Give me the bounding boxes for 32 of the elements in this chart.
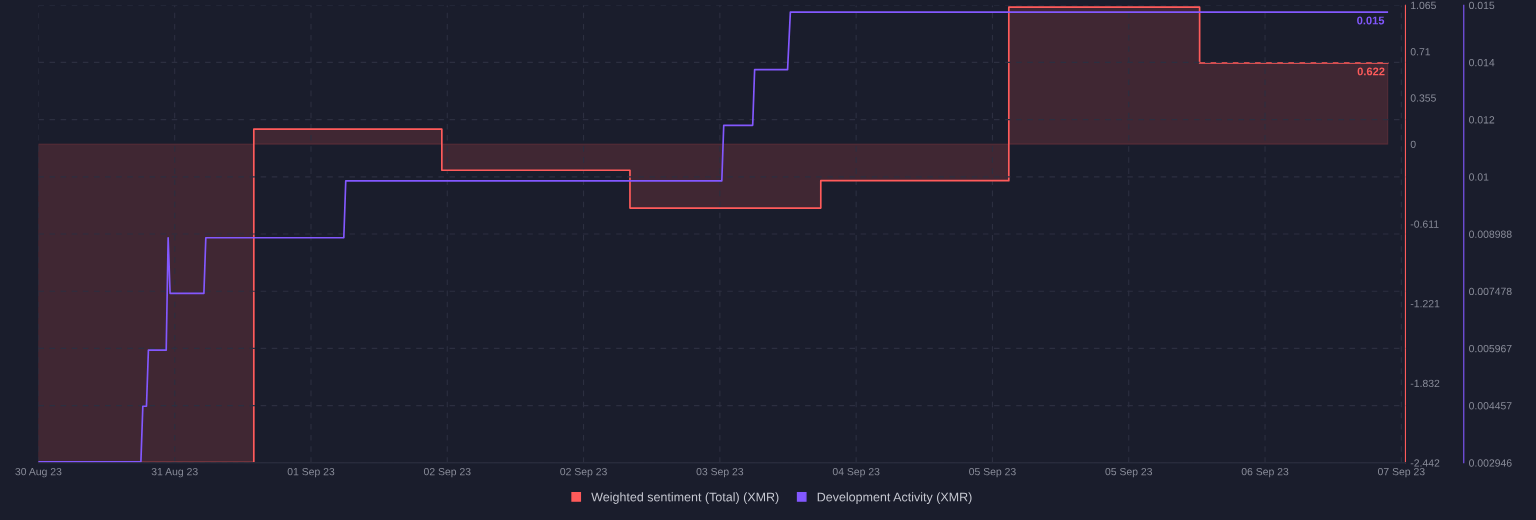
y2-tick-label: 0.012 xyxy=(1469,116,1495,124)
y-tick-label: 0 xyxy=(1410,140,1416,149)
x-tick-label: 04 Sep 23 xyxy=(832,467,880,478)
y-tick-label: -1.832 xyxy=(1410,379,1440,388)
x-tick-label: 02 Sep 23 xyxy=(560,467,607,478)
y2-tick-label: 0.005967 xyxy=(1469,344,1512,353)
x-tick-label: 30 Aug 23 xyxy=(15,467,62,478)
y2-tick-label: 0.002946 xyxy=(1469,459,1512,467)
y-tick-label: -2.442 xyxy=(1410,459,1440,467)
y2-tick-label: 0.008988 xyxy=(1469,230,1512,238)
y-tick-label: 0.71 xyxy=(1410,48,1431,56)
y-tick-label: 1.065 xyxy=(1411,1,1436,10)
y-tick-label: -0.611 xyxy=(1410,220,1439,228)
y2-tick-label: 0.004457 xyxy=(1469,402,1512,410)
y2-tick-label: 0.015 xyxy=(1469,1,1495,10)
x-tick-label: 05 Sep 23 xyxy=(969,467,1016,478)
y2-tick-label: 0.014 xyxy=(1469,58,1495,67)
y2-tick-label: 0.007478 xyxy=(1469,287,1512,296)
data-label: 0.622 xyxy=(1357,67,1385,76)
y2-tick-label: 0.01 xyxy=(1469,173,1489,181)
legend-label: Weighted sentiment (Total) (XMR) xyxy=(591,492,779,504)
y-tick-label: -1.221 xyxy=(1410,299,1440,308)
x-tick-label: 02 Sep 23 xyxy=(423,467,471,478)
y-tick-label: 0.355 xyxy=(1410,94,1436,102)
x-tick-label: 01 Sep 23 xyxy=(287,467,335,478)
x-tick-label: 31 Aug 23 xyxy=(151,467,198,478)
x-tick-label: 06 Sep 23 xyxy=(1241,467,1289,478)
x-tick-label: 05 Sep 23 xyxy=(1105,467,1153,478)
x-tick-label: 03 Sep 23 xyxy=(696,467,744,478)
legend-label: Development Activity (XMR) xyxy=(817,492,972,504)
x-tick-label: 07 Sep 23 xyxy=(1377,467,1425,478)
data-label: 0.015 xyxy=(1357,16,1385,25)
